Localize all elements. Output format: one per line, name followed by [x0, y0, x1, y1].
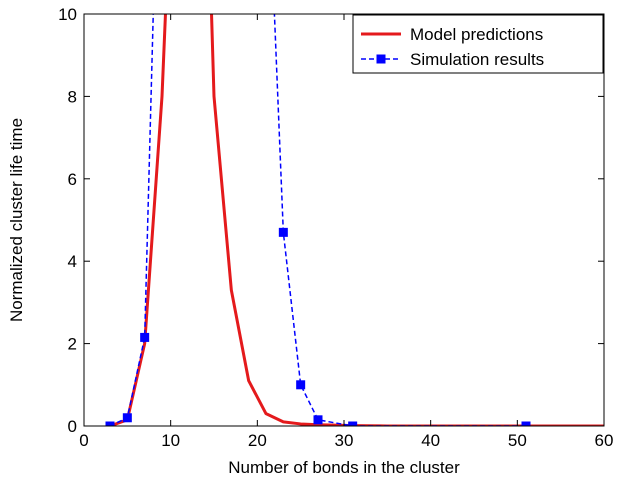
x-tick-label: 60 [595, 431, 614, 450]
series-1-point [279, 228, 288, 237]
legend: Model predictions Simulation results [353, 15, 603, 73]
x-tick-label: 50 [508, 431, 527, 450]
series-1-point [296, 380, 305, 389]
x-tick-label: 20 [248, 431, 267, 450]
x-tick-label: 30 [335, 431, 354, 450]
y-tick-label: 8 [68, 87, 77, 106]
legend-marker-simulation [377, 55, 386, 64]
series-1-point [140, 333, 149, 342]
y-tick-label: 2 [68, 335, 77, 354]
series-1-point [314, 415, 323, 424]
x-axis-label: Number of bonds in the cluster [228, 458, 460, 477]
legend-label-simulation: Simulation results [410, 50, 544, 69]
x-tick-label: 40 [421, 431, 440, 450]
series-1-point [123, 413, 132, 422]
legend-label-model: Model predictions [410, 25, 543, 44]
y-tick-label: 10 [58, 5, 77, 24]
x-tick-label: 10 [161, 431, 180, 450]
y-tick-label: 4 [68, 252, 77, 271]
x-tick-label: 0 [79, 431, 88, 450]
y-tick-label: 0 [68, 417, 77, 436]
y-axis-label: Normalized cluster life time [7, 118, 26, 322]
y-tick-label: 6 [68, 170, 77, 189]
